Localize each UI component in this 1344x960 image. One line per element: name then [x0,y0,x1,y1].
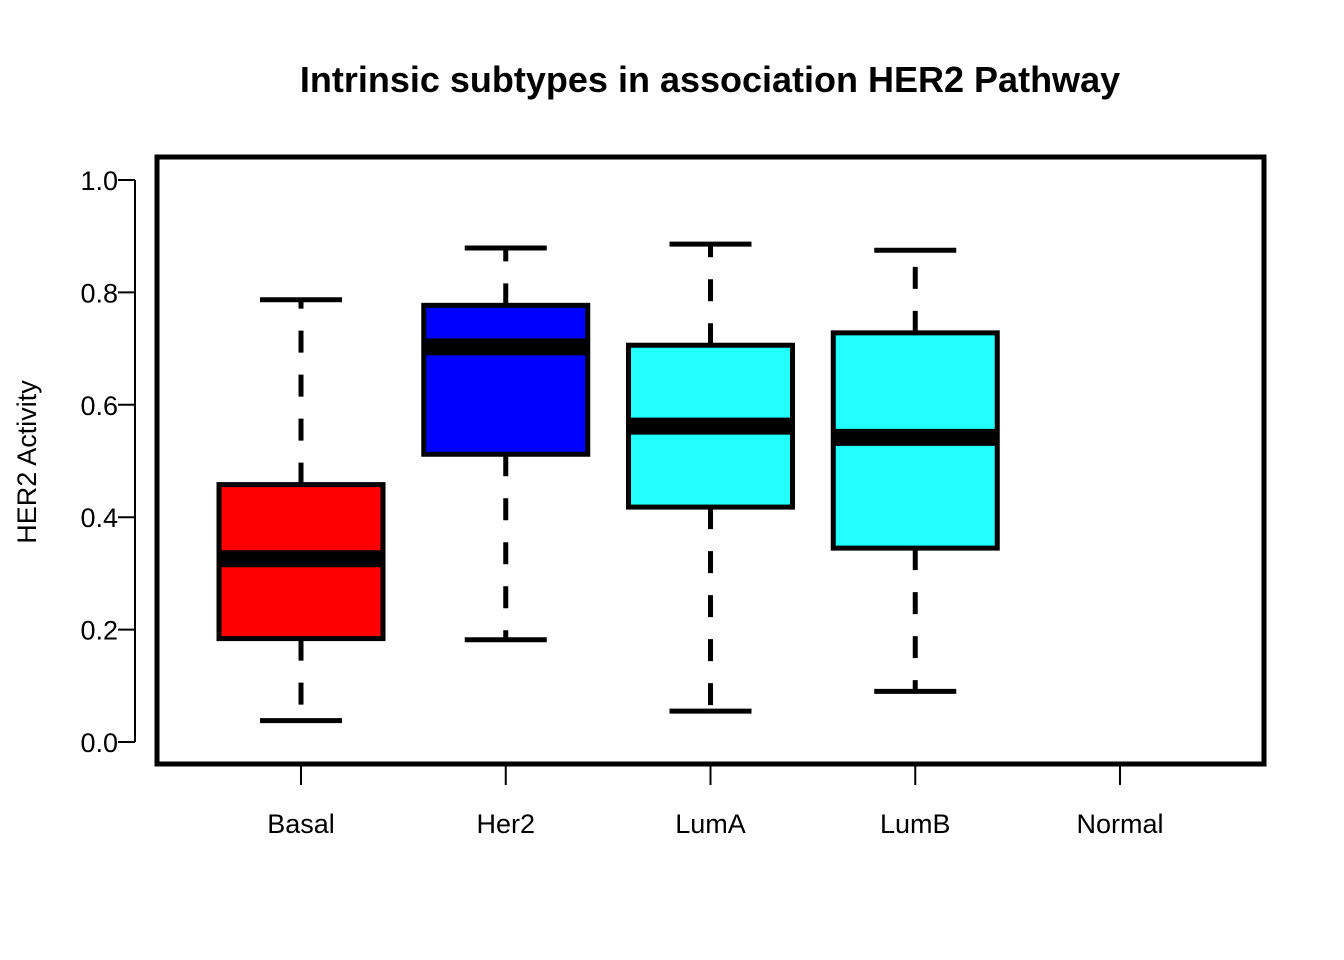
y-tick-label: 0.0 [80,728,118,758]
x-tick-label: Basal [267,809,335,839]
y-tick-label: 0.2 [80,616,118,646]
chart-title: Intrinsic subtypes in association HER2 P… [300,59,1120,100]
box-basal [216,297,386,724]
x-tick-label: Normal [1076,809,1163,839]
x-axis: Basal Her2 LumA LumB Normal [267,764,1164,839]
boxes [216,241,1000,724]
box-luma [626,241,795,714]
y-tick-label: 0.8 [80,278,118,308]
y-tick-label: 0.4 [80,503,118,533]
x-tick-label: Her2 [476,809,535,839]
iqr-box [421,302,591,457]
y-tick-label: 1.0 [80,166,118,196]
y-axis-title: HER2 Activity [12,380,42,544]
box-her2 [421,245,591,643]
x-tick-label: LumA [675,809,746,839]
box-lumb [830,247,1000,694]
y-tick-label: 0.6 [80,391,118,421]
y-axis: 0.0 0.2 0.4 0.6 0.8 1.0 [80,166,136,758]
plot-frame [154,154,1267,767]
x-tick-label: LumB [880,809,951,839]
